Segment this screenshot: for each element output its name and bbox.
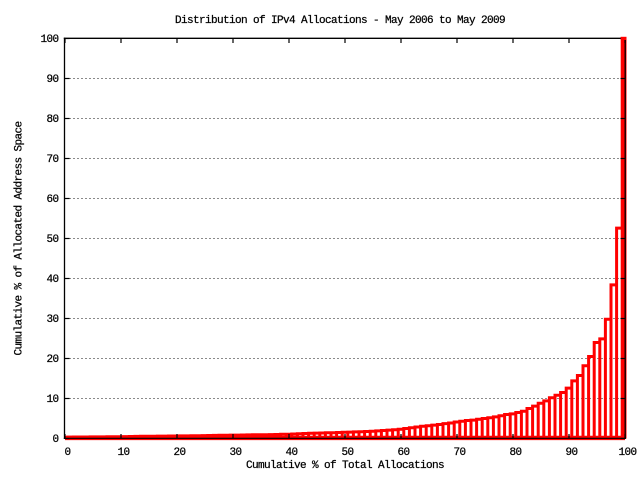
svg-text:10: 10 — [46, 394, 58, 406]
svg-text:80: 80 — [509, 447, 521, 459]
svg-text:90: 90 — [46, 74, 58, 86]
svg-text:100: 100 — [618, 447, 636, 459]
svg-text:20: 20 — [173, 447, 185, 459]
svg-text:50: 50 — [341, 447, 353, 459]
svg-text:90: 90 — [565, 447, 577, 459]
svg-text:60: 60 — [397, 447, 409, 459]
svg-text:70: 70 — [453, 447, 465, 459]
svg-text:Cumulative % of Total Allocati: Cumulative % of Total Allocations — [246, 460, 444, 472]
svg-text:Distribution of IPv4 Allocatio: Distribution of IPv4 Allocations - May 2… — [175, 15, 505, 27]
svg-text:100: 100 — [40, 34, 58, 46]
svg-text:0: 0 — [52, 434, 58, 446]
svg-text:30: 30 — [46, 314, 58, 326]
svg-text:Cumulative % of Allocated Addr: Cumulative % of Allocated Address Space — [14, 121, 26, 355]
svg-text:50: 50 — [46, 234, 58, 246]
svg-text:80: 80 — [46, 114, 58, 126]
svg-text:60: 60 — [46, 194, 58, 206]
svg-text:40: 40 — [46, 274, 58, 286]
svg-text:40: 40 — [285, 447, 297, 459]
svg-text:30: 30 — [229, 447, 241, 459]
svg-text:10: 10 — [117, 447, 129, 459]
svg-text:70: 70 — [46, 154, 58, 166]
svg-text:20: 20 — [46, 354, 58, 366]
svg-text:0: 0 — [64, 447, 70, 459]
